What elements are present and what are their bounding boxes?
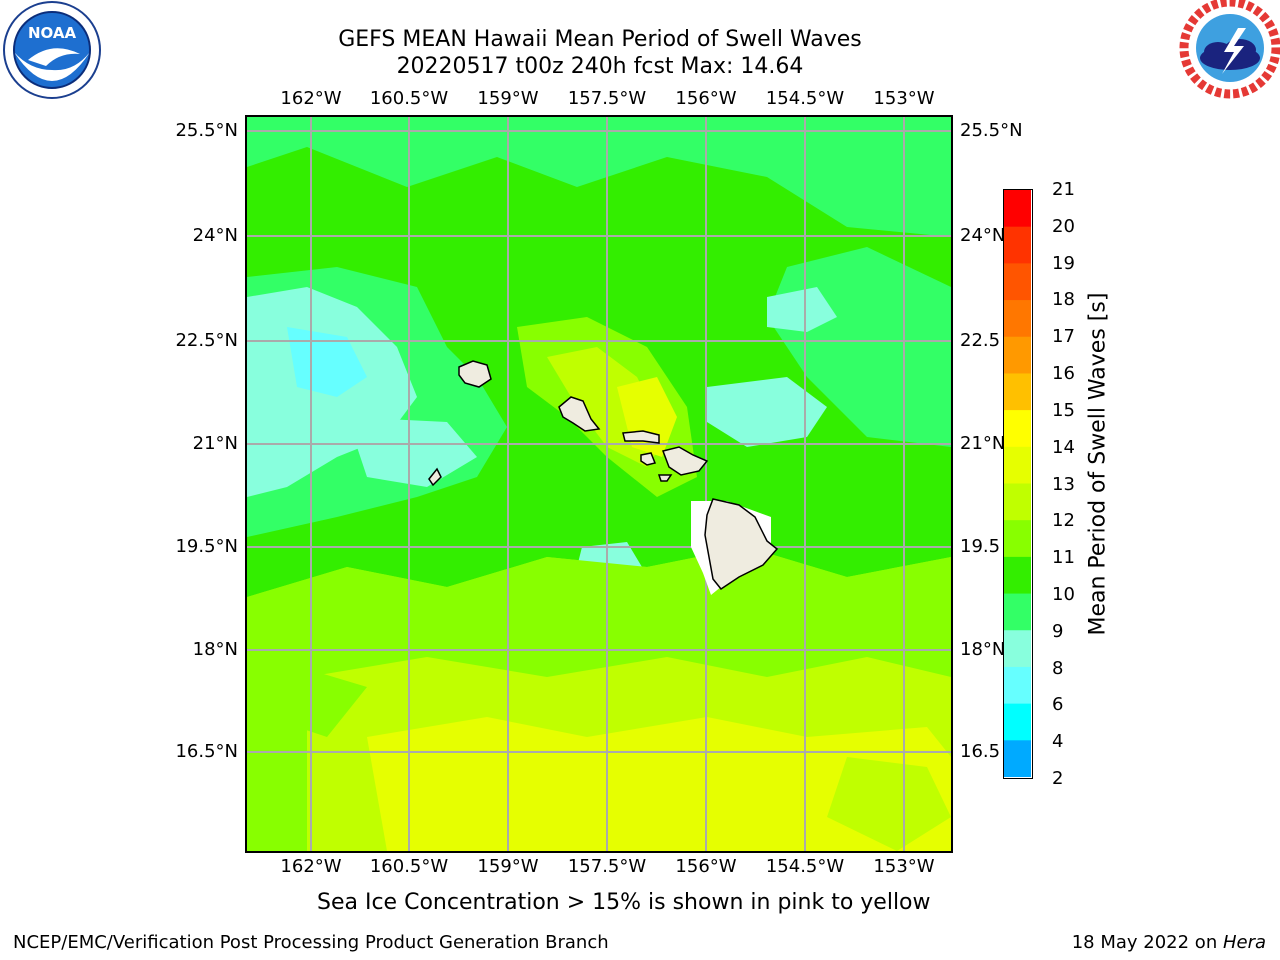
colorbar-swatch — [1004, 666, 1031, 705]
lon-tick-bottom: 162°W — [280, 856, 342, 877]
colorbar-tick-label: 16 — [1052, 363, 1075, 385]
colorbar-tick-label: 9 — [1052, 620, 1064, 642]
lon-tick-top: 157.5°W — [567, 88, 647, 109]
lat-tick-right: 16.5 — [960, 741, 1001, 762]
colorbar-tick-label: 10 — [1052, 583, 1075, 605]
lat-tick-right: 18°N — [960, 639, 1006, 660]
colorbar-tick-label: 19 — [1052, 252, 1075, 274]
lat-tick-left: 16.5°N — [175, 741, 238, 762]
colorbar-tick-label: 17 — [1052, 326, 1075, 348]
colorbar-tick-label: 2 — [1052, 768, 1064, 789]
map-subtitle: 20220517 t00z 240h fcst Max: 14.64 — [396, 54, 804, 79]
colorbar-swatch — [1004, 740, 1031, 778]
colorbar-swatch — [1004, 593, 1031, 631]
lon-tick-top: 153°W — [873, 88, 935, 109]
colorbar-swatch — [1004, 336, 1031, 374]
colorbar-swatch — [1004, 446, 1031, 484]
colorbar-swatch — [1004, 556, 1031, 595]
colorbar — [1003, 189, 1033, 779]
colorbar-tick-label: 14 — [1052, 436, 1075, 458]
colorbar-title: Mean Period of Swell Waves [s] — [1085, 292, 1111, 636]
lat-tick-left: 25.5°N — [175, 120, 238, 141]
hawaiian-islands — [428, 360, 779, 595]
lat-tick-right: 19.5 — [960, 536, 1001, 557]
lat-tick-left: 21°N — [192, 433, 238, 454]
lon-tick-bottom: 156°W — [675, 856, 737, 877]
lon-tick-bottom: 159°W — [477, 856, 539, 877]
colorbar-tick-label: 13 — [1052, 473, 1075, 495]
noaa-logo-text: NOAA — [28, 24, 77, 42]
nws-logo — [1179, 0, 1280, 99]
colorbar-tick-label: 11 — [1052, 547, 1075, 569]
colorbar-swatch — [1004, 373, 1031, 411]
colorbar-tick-label: 21 — [1052, 179, 1075, 200]
swell-period-map — [247, 117, 951, 851]
lat-tick-left: 22.5°N — [175, 330, 238, 351]
lon-tick-top: 156°W — [675, 88, 737, 109]
colorbar-tick-label: 8 — [1052, 657, 1064, 679]
colorbar-swatch — [1004, 483, 1031, 521]
lon-tick-bottom: 154.5°W — [765, 856, 845, 877]
colorbar-tick-label: 4 — [1052, 731, 1064, 753]
lon-tick-top: 159°W — [477, 88, 539, 109]
lat-tick-left: 19.5°N — [175, 536, 238, 557]
colorbar-swatch — [1004, 300, 1031, 338]
lat-tick-right: 25.5°N — [960, 120, 1023, 141]
lon-tick-top: 154.5°W — [765, 88, 845, 109]
lat-tick-left: 24°N — [192, 225, 238, 246]
colorbar-tick-label: 20 — [1052, 215, 1075, 237]
lat-tick-right: 21°N — [960, 433, 1006, 454]
lon-tick-top: 162°W — [280, 88, 342, 109]
colorbar-swatch — [1004, 703, 1031, 741]
lon-tick-bottom: 153°W — [873, 856, 935, 877]
colorbar-swatch — [1004, 190, 1031, 228]
colorbar-swatch — [1004, 263, 1031, 301]
colorbar-swatch — [1004, 410, 1031, 448]
noaa-logo: NOAA — [3, 1, 101, 99]
lat-tick-left: 18°N — [192, 639, 238, 660]
map-title: GEFS MEAN Hawaii Mean Period of Swell Wa… — [338, 27, 862, 52]
lat-tick-right: 22.5 — [960, 330, 1001, 351]
colorbar-tick-label: 12 — [1052, 510, 1075, 532]
footer-credit: NCEP/EMC/Verification Post Processing Pr… — [13, 932, 609, 953]
colorbar-swatch — [1004, 520, 1031, 558]
colorbar-tick-label: 15 — [1052, 399, 1075, 421]
footer-date: 18 May 2022 on Hera — [1072, 932, 1266, 953]
lat-tick-right: 24°N — [960, 225, 1006, 246]
map-panel — [245, 115, 953, 853]
colorbar-tick-label: 18 — [1052, 289, 1075, 311]
lon-tick-top: 160.5°W — [369, 88, 449, 109]
footer-host: Hera — [1222, 932, 1266, 953]
colorbar-swatches — [1004, 190, 1031, 778]
colorbar-tick-label: 6 — [1052, 694, 1064, 716]
footer-date-text: 18 May 2022 on — [1071, 932, 1223, 953]
sea-ice-note: Sea Ice Concentration > 15% is shown in … — [317, 890, 931, 915]
lon-tick-bottom: 160.5°W — [369, 856, 449, 877]
colorbar-swatch — [1004, 226, 1031, 264]
lon-tick-bottom: 157.5°W — [567, 856, 647, 877]
colorbar-swatch — [1004, 630, 1031, 668]
